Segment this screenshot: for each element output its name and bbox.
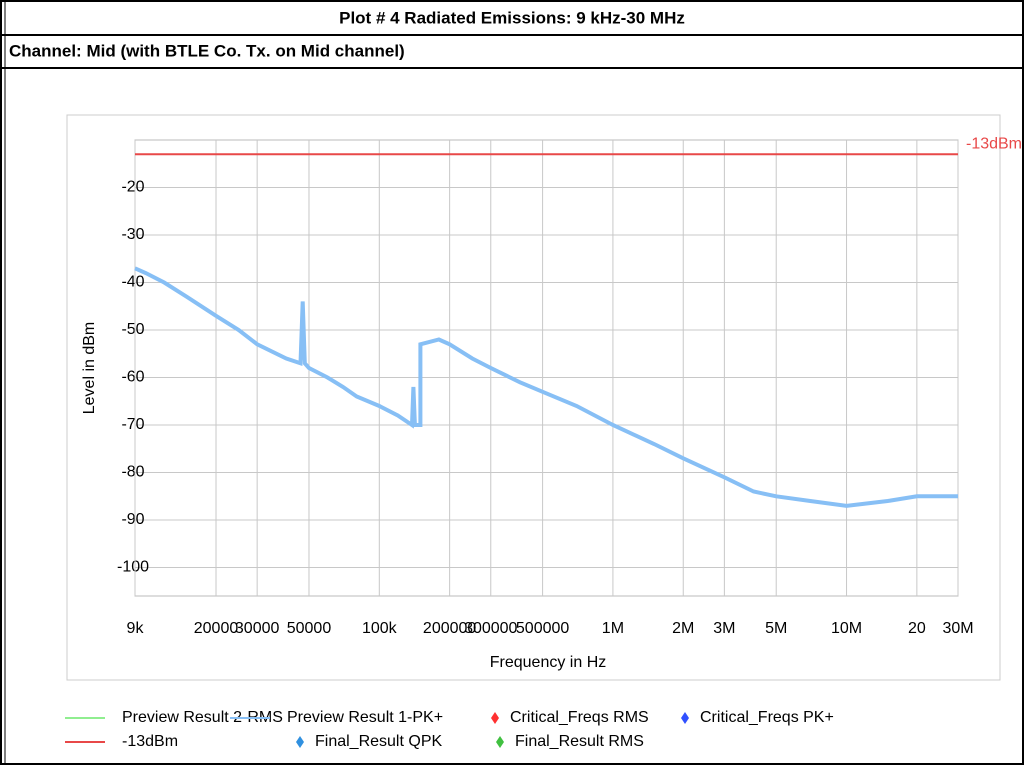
series-line [134,266,958,508]
x-tick-label: 30M [942,620,973,637]
legend-label: Critical_Freqs RMS [510,709,649,726]
line-label: -13dBm [966,135,1022,152]
x-tick-label: 30000 [235,620,280,637]
y-tick-label: -60 [121,369,144,386]
x-tick-label: 3M [713,620,735,637]
legend-label: Critical_Freqs PK+ [700,709,834,726]
x-tick-label: 5M [765,620,787,637]
y-axis-label: Level in dBm [81,322,98,415]
legend-label: Final_Result RMS [515,733,644,750]
x-tick-label: 200000 [423,620,476,637]
legend-marker [296,736,304,748]
legend-label: Final_Result QPK [315,733,442,750]
x-tick-label: 20000 [194,620,239,637]
x-tick-label: 9k [127,620,145,637]
x-tick-label: 2M [672,620,694,637]
y-tick-label: -50 [121,321,144,338]
y-tick-label: -40 [121,274,144,291]
legend-marker [491,712,499,724]
y-tick-label: -30 [121,226,144,243]
y-tick-label: -70 [121,416,144,433]
legend-label: -13dBm [122,733,178,750]
plot-title: Plot # 4 Radiated Emissions: 9 kHz-30 MH… [339,8,685,27]
y-tick-label: -80 [121,464,144,481]
x-tick-label: 20 [908,620,926,637]
legend-label: Preview Result 1-PK+ [287,709,443,726]
y-tick-label: -100 [117,559,149,576]
channel-label: Channel: Mid (with BTLE Co. Tx. on Mid c… [9,41,405,60]
x-tick-label: 50000 [287,620,332,637]
y-tick-label: -90 [121,511,144,528]
x-tick-label: 1M [602,620,624,637]
legend-marker [496,736,504,748]
x-axis-label: Frequency in Hz [490,654,607,671]
y-tick-label: -20 [121,179,144,196]
legend-label: Preview Result 2-RMS [122,709,283,726]
legend-marker [681,712,689,724]
x-tick-label: 300000 [464,620,517,637]
x-tick-label: 100k [362,620,398,637]
x-tick-label: 500000 [516,620,569,637]
x-tick-label: 10M [831,620,862,637]
plot-area [134,139,959,597]
